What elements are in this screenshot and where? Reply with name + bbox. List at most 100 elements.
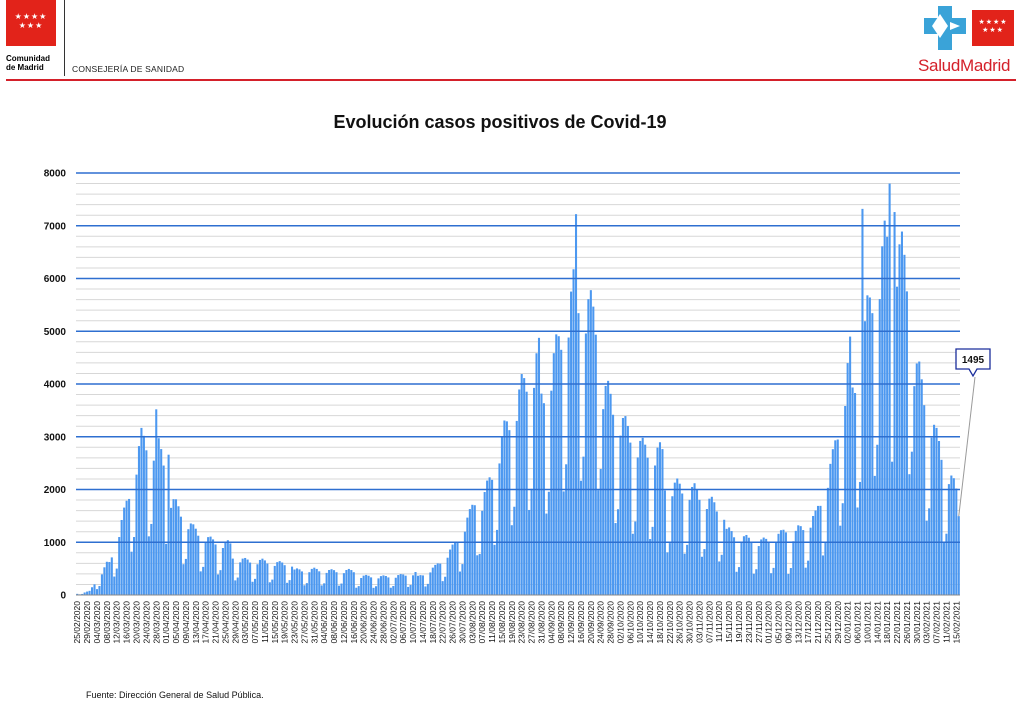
comunidad-madrid-name: Comunidad de Madrid — [6, 54, 50, 72]
bar — [172, 499, 175, 595]
bar — [747, 537, 750, 595]
bar — [137, 446, 140, 595]
x-tick-label: 18/07/2020 — [428, 601, 438, 644]
bar — [816, 505, 820, 595]
bar — [345, 570, 348, 595]
bar — [567, 337, 570, 595]
bar — [708, 498, 711, 595]
bar — [355, 587, 358, 595]
bar — [471, 504, 474, 595]
bar — [607, 380, 610, 595]
bar — [856, 507, 859, 595]
x-tick-label: 21/12/2020 — [813, 601, 823, 644]
bar — [866, 295, 869, 595]
bar — [454, 541, 457, 595]
bar — [700, 556, 703, 595]
bar — [387, 577, 390, 595]
bar — [192, 524, 195, 595]
bar — [135, 474, 138, 595]
bar — [486, 480, 489, 595]
bar — [439, 563, 442, 595]
bar — [831, 449, 834, 595]
bar — [612, 414, 615, 595]
x-tick-label: 14/01/2021 — [872, 601, 882, 644]
x-tick-label: 20/09/2020 — [586, 601, 596, 644]
bar — [765, 538, 768, 595]
bar — [436, 563, 439, 595]
bar — [214, 544, 217, 595]
x-tick-label: 06/07/2020 — [398, 601, 408, 644]
bar — [103, 567, 106, 595]
bar — [762, 537, 765, 595]
bar — [668, 543, 671, 595]
bar — [826, 487, 829, 595]
bar — [854, 393, 857, 595]
bar — [293, 569, 296, 595]
department-name: CONSEJERÍA DE SANIDAD — [72, 64, 185, 74]
bar — [370, 577, 373, 595]
bar — [377, 578, 380, 595]
bar — [631, 533, 634, 595]
bar — [654, 465, 657, 595]
bar — [397, 575, 400, 595]
bar — [367, 575, 370, 595]
bar — [730, 531, 733, 595]
bar — [310, 568, 313, 595]
bar — [123, 507, 126, 595]
bar — [834, 440, 837, 595]
bar — [91, 587, 94, 595]
bar — [234, 580, 237, 595]
bar — [246, 559, 249, 595]
x-tick-label: 04/09/2020 — [546, 601, 556, 644]
bar — [394, 577, 397, 595]
bar — [658, 442, 662, 595]
bar — [493, 544, 496, 595]
bar — [177, 506, 180, 595]
bar — [113, 576, 116, 595]
bar — [414, 572, 417, 595]
bar — [337, 585, 341, 595]
bar — [295, 568, 299, 595]
bar — [819, 505, 822, 595]
x-tick-label: 03/02/2021 — [922, 601, 932, 644]
bar — [947, 484, 950, 595]
bar — [537, 337, 541, 595]
bar — [824, 542, 827, 595]
bar — [197, 535, 200, 595]
y-tick-label: 1000 — [44, 538, 67, 549]
bar — [221, 548, 224, 595]
x-tick-label: 22/10/2020 — [665, 601, 675, 644]
x-tick-label: 07/05/2020 — [250, 601, 260, 644]
bar — [873, 475, 876, 595]
bar — [777, 533, 780, 595]
bar — [407, 586, 410, 595]
bar — [861, 208, 864, 595]
bar — [804, 567, 807, 595]
x-tick-label: 23/08/2020 — [517, 601, 527, 644]
bar — [812, 515, 815, 595]
x-tick-label: 03/08/2020 — [467, 601, 477, 644]
bar — [404, 575, 407, 595]
bar — [802, 530, 805, 595]
x-tick-label: 26/01/2021 — [902, 601, 912, 644]
bar — [913, 386, 916, 595]
bar — [683, 553, 686, 595]
bar — [592, 306, 595, 595]
bar — [335, 572, 338, 595]
bar — [207, 537, 210, 595]
bar — [829, 463, 832, 595]
bar — [900, 231, 903, 596]
bar — [330, 569, 333, 595]
x-tick-label: 03/05/2020 — [240, 601, 250, 644]
bar — [202, 566, 205, 595]
x-tick-label: 28/09/2020 — [606, 601, 616, 644]
x-tick-label: 08/09/2020 — [556, 601, 566, 644]
bar — [634, 521, 637, 595]
x-tick-label: 23/11/2020 — [744, 601, 754, 643]
bar — [463, 531, 466, 595]
bar — [893, 212, 896, 595]
bar — [241, 558, 244, 595]
bar — [935, 427, 938, 595]
bar — [725, 528, 728, 595]
bar — [930, 437, 933, 595]
